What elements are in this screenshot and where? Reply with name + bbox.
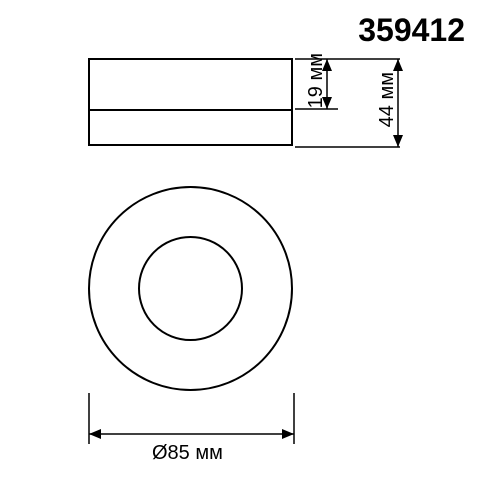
dim-85mm-label: Ø85 мм bbox=[152, 442, 223, 465]
drawing-container: 359412 19 мм 44 мм Ø85 мм bbox=[0, 0, 500, 500]
dim-44mm-label: 44 мм bbox=[376, 72, 399, 127]
dim-19mm-arrows bbox=[0, 0, 500, 500]
dim-19mm-label: 19 мм bbox=[305, 53, 328, 108]
